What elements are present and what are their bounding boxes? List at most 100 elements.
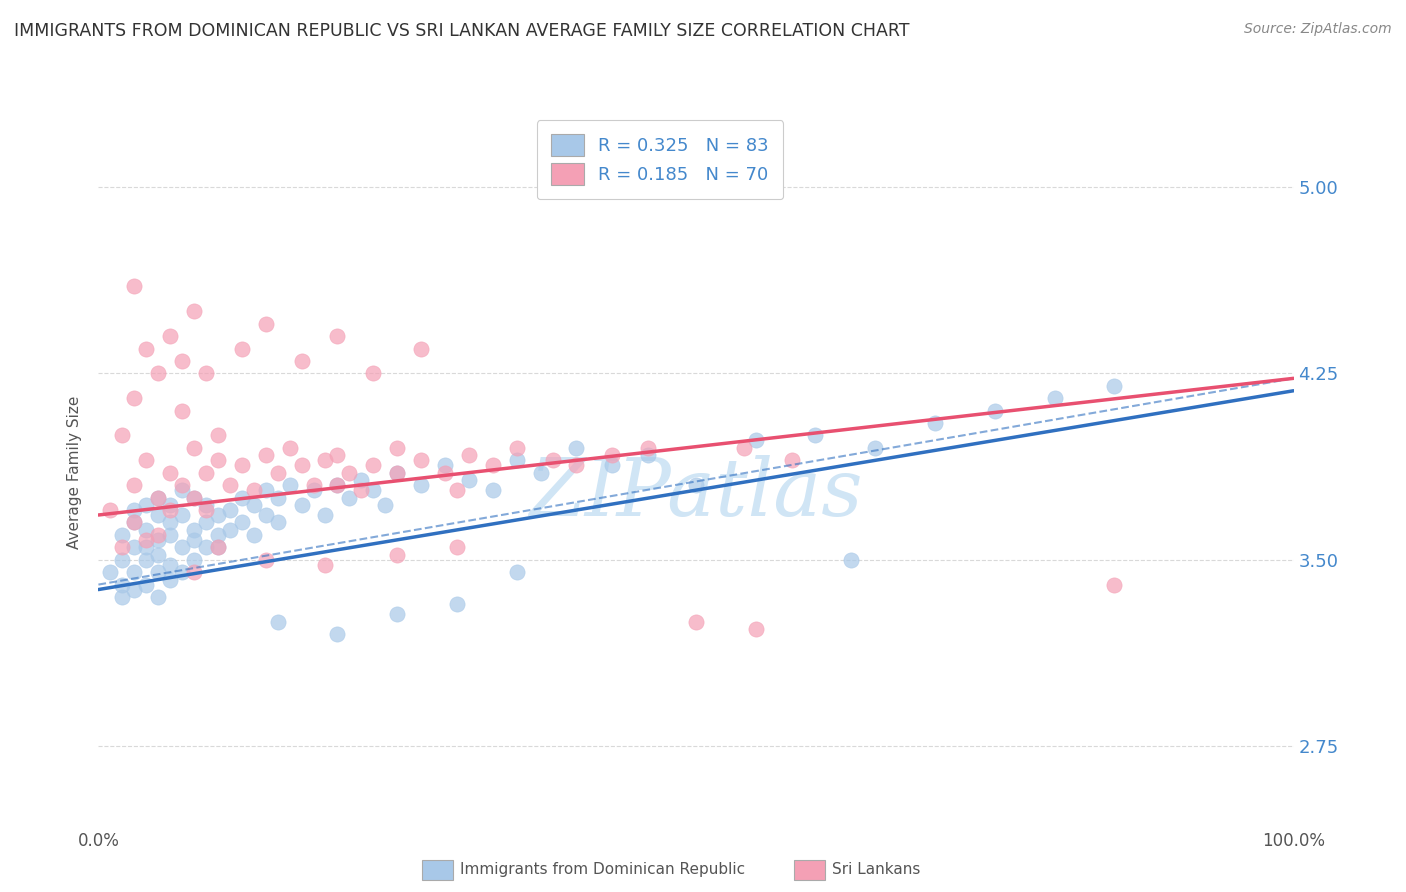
Point — [207, 528, 229, 542]
Point — [111, 541, 134, 555]
Point — [194, 516, 218, 530]
Point — [481, 458, 505, 473]
Point — [207, 541, 229, 555]
Point — [124, 478, 146, 492]
Point — [159, 466, 181, 480]
Point — [780, 453, 803, 467]
Point — [183, 565, 205, 579]
Point — [326, 478, 349, 492]
Point — [231, 342, 253, 356]
Point — [135, 533, 157, 547]
Point — [433, 458, 456, 473]
Point — [207, 508, 229, 522]
Point — [207, 541, 229, 555]
Point — [98, 565, 122, 579]
Point — [291, 354, 314, 368]
Point — [148, 491, 170, 505]
Point — [745, 623, 768, 637]
Point — [159, 516, 181, 530]
Point — [135, 342, 157, 356]
Point — [124, 503, 146, 517]
Point — [1043, 391, 1066, 405]
Point — [194, 498, 218, 512]
Point — [385, 548, 409, 562]
Point — [172, 403, 194, 417]
Point — [326, 478, 349, 492]
Point — [98, 503, 122, 517]
Point — [278, 478, 301, 492]
Point — [148, 533, 170, 547]
Y-axis label: Average Family Size: Average Family Size — [67, 396, 83, 549]
Point — [159, 558, 181, 572]
Point — [291, 498, 314, 512]
Point — [745, 434, 768, 448]
Point — [1102, 378, 1125, 392]
Text: Immigrants from Dominican Republic: Immigrants from Dominican Republic — [460, 863, 745, 877]
Point — [183, 441, 205, 455]
Point — [148, 528, 170, 542]
Point — [841, 552, 863, 567]
Point — [135, 552, 157, 567]
Point — [148, 491, 170, 505]
Point — [207, 428, 229, 442]
Point — [254, 552, 277, 567]
Point — [135, 541, 157, 555]
Point — [124, 391, 146, 405]
Point — [159, 573, 181, 587]
Point — [363, 458, 385, 473]
Point — [243, 483, 266, 498]
Point — [385, 441, 409, 455]
Point — [1102, 577, 1125, 591]
Point — [111, 428, 134, 442]
Point — [254, 317, 277, 331]
Point — [219, 523, 242, 537]
Point — [148, 367, 170, 381]
Point — [159, 498, 181, 512]
Point — [111, 552, 134, 567]
Point — [602, 449, 624, 463]
Point — [254, 449, 277, 463]
Point — [159, 329, 181, 343]
Point — [291, 458, 314, 473]
Point — [267, 516, 290, 530]
Point — [194, 541, 218, 555]
Point — [565, 458, 588, 473]
Point — [159, 528, 181, 542]
Point — [183, 523, 205, 537]
Point — [385, 607, 409, 622]
Point — [302, 478, 325, 492]
Point — [326, 329, 349, 343]
Point — [231, 491, 253, 505]
Point — [339, 491, 360, 505]
Legend: R = 0.325   N = 83, R = 0.185   N = 70: R = 0.325 N = 83, R = 0.185 N = 70 — [537, 120, 783, 199]
Point — [243, 528, 266, 542]
Point — [124, 516, 146, 530]
Point — [148, 565, 170, 579]
Point — [637, 449, 659, 463]
Point — [135, 523, 157, 537]
Point — [194, 466, 218, 480]
Point — [326, 627, 349, 641]
Point — [804, 428, 827, 442]
Point — [267, 615, 290, 629]
Point — [172, 508, 194, 522]
Point — [183, 304, 205, 318]
Point — [506, 565, 529, 579]
Point — [481, 483, 505, 498]
Point — [219, 503, 242, 517]
Point — [350, 483, 373, 498]
Point — [339, 466, 360, 480]
Point — [124, 582, 146, 597]
Point — [411, 342, 433, 356]
Point — [458, 449, 481, 463]
Point — [278, 441, 301, 455]
Point — [350, 473, 373, 487]
Point — [231, 458, 253, 473]
Text: Source: ZipAtlas.com: Source: ZipAtlas.com — [1244, 22, 1392, 37]
Point — [685, 478, 707, 492]
Point — [111, 577, 134, 591]
Point — [315, 453, 337, 467]
Point — [267, 491, 290, 505]
Point — [363, 367, 385, 381]
Point — [984, 403, 1007, 417]
